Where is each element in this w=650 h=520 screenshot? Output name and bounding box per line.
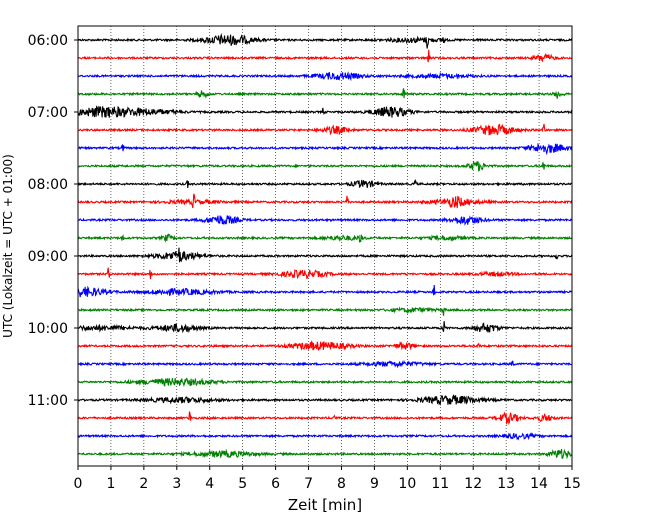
trace-line: [77, 377, 573, 388]
x-tick-label: 3: [172, 476, 181, 492]
trace-line: [77, 178, 573, 189]
trace-line: [77, 340, 573, 351]
trace-line: [77, 71, 573, 82]
grid-lines: [110, 26, 540, 466]
trace-line: [77, 123, 573, 136]
x-tick-label: 5: [238, 476, 247, 492]
y-tick-label: 09:00: [28, 249, 68, 265]
x-tick-label: 14: [530, 476, 548, 492]
trace-line: [77, 410, 573, 426]
trace-lines: [77, 33, 573, 460]
y-tick-label: 08:00: [28, 177, 68, 193]
trace-line: [77, 359, 573, 369]
x-tick-label: 2: [139, 476, 148, 492]
x-tick-label: 4: [205, 476, 214, 492]
x-axis-label: Zeit [min]: [288, 496, 362, 514]
x-tick-label: 10: [398, 476, 416, 492]
trace-line: [77, 142, 573, 156]
x-tick-label: 13: [497, 476, 515, 492]
trace-line: [77, 193, 573, 209]
x-tick-label: 6: [271, 476, 280, 492]
trace-line: [77, 284, 573, 298]
trace-line: [77, 160, 573, 172]
trace-line: [77, 448, 573, 460]
trace-line: [77, 105, 573, 118]
y-axis-ticks: 06:00 07:00 08:00 09:00 10:00 11:00: [28, 33, 78, 409]
y-tick-label: 07:00: [28, 105, 68, 121]
trace-line: [77, 33, 573, 49]
x-tick-label: 1: [106, 476, 115, 492]
trace-line: [77, 394, 573, 406]
trace-line: [77, 88, 573, 99]
x-tick-label: 11: [431, 476, 449, 492]
trace-line: [77, 267, 573, 280]
trace-line: [77, 321, 573, 334]
trace-line: [77, 247, 573, 263]
x-tick-label: 0: [74, 476, 83, 492]
plot-frame: [77, 25, 573, 467]
x-tick-label: 15: [563, 476, 581, 492]
x-tick-label: 8: [337, 476, 346, 492]
trace-line: [77, 432, 573, 441]
y-tick-label: 06:00: [28, 33, 68, 49]
y-axis-label: UTC (Lokalzeit = UTC + 01:00): [1, 154, 15, 338]
trace-line: [77, 233, 573, 243]
x-tick-label: 9: [370, 476, 379, 492]
x-axis-ticks: 0 1 2 3 4 5 6 7 8 9 10 11 12 13 14 15: [74, 466, 581, 492]
y-tick-label: 11:00: [28, 393, 68, 409]
trace-line: [77, 306, 573, 316]
x-tick-label: 12: [464, 476, 482, 492]
trace-line: [77, 214, 573, 226]
y-tick-label: 10:00: [28, 321, 68, 337]
trace-line: [77, 49, 573, 63]
x-tick-label: 7: [304, 476, 313, 492]
